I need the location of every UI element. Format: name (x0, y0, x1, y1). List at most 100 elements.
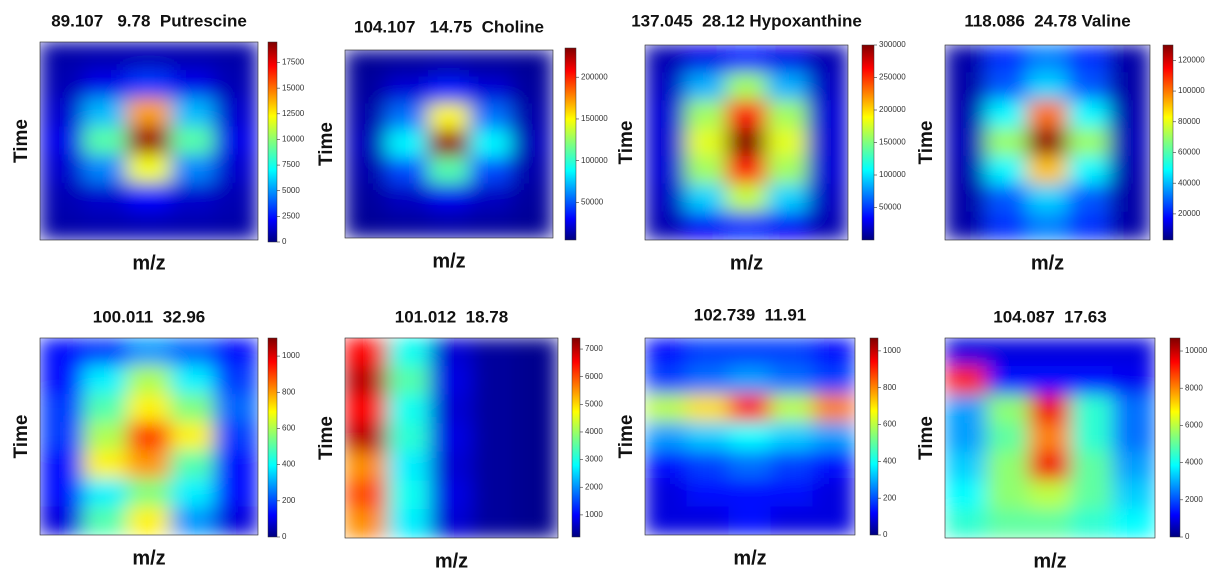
heatmap-cell (1067, 100, 1110, 130)
heatmap-cell (472, 366, 516, 396)
plot-frame (344, 49, 554, 239)
heatmap-cell (945, 211, 987, 240)
heatmap-cell (170, 478, 215, 508)
heatmap-cell (645, 100, 687, 130)
heatmap-cell (387, 480, 431, 510)
heatmap-cell (213, 126, 258, 156)
heatmap-cell (83, 393, 128, 423)
heatmap-cell (83, 69, 128, 100)
colorbar (571, 337, 581, 538)
heatmap-cell (40, 450, 85, 480)
heatmap-panel: 104.107 14.75 Choline m/z Time 50000 100000 1… (316, 17, 608, 272)
heatmap-cell (126, 365, 172, 395)
heatmap-cell (725, 183, 768, 213)
heatmap-cell (770, 421, 814, 452)
heatmap-cell (985, 72, 1028, 102)
heatmap-cell (806, 100, 848, 130)
heatmap-cell (685, 183, 727, 213)
colorbar-tick-label: 7500 (282, 160, 300, 169)
heatmap-cell (1028, 394, 1072, 425)
heatmap-cell (126, 98, 172, 128)
heatmap-cell (40, 506, 85, 535)
heatmap-cell (725, 155, 768, 185)
heatmap-cell (386, 210, 429, 238)
colorbar-tick-label: 1000 (585, 510, 603, 519)
heatmap-cell (126, 478, 172, 508)
heatmap-cell (510, 183, 553, 212)
heatmap-cell (1026, 128, 1069, 157)
panel-title: 101.012 18.78 (395, 307, 508, 326)
heatmap-cell (387, 394, 431, 425)
x-axis-label: m/z (435, 550, 468, 570)
heatmap-cell (1067, 72, 1110, 102)
heatmap-cell (213, 182, 258, 213)
colorbar-tick-label: 2500 (282, 211, 300, 220)
heatmap-cell (387, 366, 431, 396)
heatmap-cell (345, 423, 389, 453)
heatmap-cell (83, 478, 128, 508)
heatmap-cell (806, 72, 848, 102)
panel-title: 104.107 14.75 Choline (354, 17, 544, 36)
heatmap-panel: 101.012 18.78 m/z Time 1000 2000 3000 4000 5000… (316, 307, 603, 570)
heatmap-cell (40, 69, 85, 100)
colorbar-tick-label: 12500 (282, 109, 305, 118)
heatmap-cell (469, 76, 512, 105)
heatmap-cell (686, 450, 730, 480)
colorbar-tick-label: 400 (282, 460, 296, 469)
heatmap-image (345, 50, 553, 238)
heatmap-cells (40, 338, 258, 535)
heatmap-cell (83, 421, 128, 452)
plot-frame (344, 337, 559, 539)
heatmap-cell (1112, 480, 1155, 510)
colorbar-tick-label: 150000 (581, 114, 608, 123)
heatmap-cell (213, 154, 258, 184)
heatmap-cell (126, 421, 172, 452)
heatmap-cell (213, 42, 258, 71)
heatmap-cell (40, 478, 85, 508)
heatmap-cell (170, 450, 215, 480)
heatmap-cell (686, 478, 730, 508)
heatmap-cell (770, 478, 814, 508)
heatmap-cell (985, 45, 1028, 74)
panel-title: 102.739 11.91 (694, 305, 807, 324)
heatmap-cell (1028, 366, 1072, 396)
colorbar-tick-label: 800 (883, 383, 897, 392)
x-axis-label: m/z (132, 547, 165, 569)
heatmap-cell (770, 338, 814, 367)
colorbar-tick-label: 6000 (585, 372, 603, 381)
heatmap-cell (766, 100, 808, 130)
heatmap-panel: 100.011 32.96 m/z Time 0 200 400 600 800 1000 (11, 307, 300, 569)
heatmap-cell (1112, 366, 1155, 396)
heatmap-cell (427, 210, 471, 238)
colorbar (861, 44, 875, 241)
colorbar (267, 41, 278, 243)
heatmap-cell (1070, 423, 1114, 453)
heatmap-cell (1112, 394, 1155, 425)
heatmap-cell (1070, 451, 1114, 482)
heatmap-cell (170, 421, 215, 452)
heatmap-cell (429, 338, 474, 368)
heatmap-cell (685, 211, 727, 240)
heatmap-cell (725, 100, 768, 130)
heatmap-cell (685, 128, 727, 157)
colorbar-tick-label: 6000 (1185, 421, 1203, 430)
heatmap-cell (812, 450, 855, 480)
heatmap-cell (806, 128, 848, 157)
panel-title: 118.086 24.78 Valine (964, 11, 1130, 30)
y-axis-label: Time (316, 416, 337, 460)
heatmap-cell (514, 338, 558, 368)
heatmap-cell (83, 182, 128, 213)
x-axis-label: m/z (1031, 252, 1064, 274)
heatmap-cell (645, 478, 688, 508)
heatmap-cell (429, 394, 474, 425)
colorbar-tick-label: 150000 (879, 138, 906, 147)
heatmap-cell (510, 76, 553, 105)
heatmap-cell (514, 423, 558, 453)
heatmap-cell (945, 451, 988, 482)
heatmap-cell (728, 338, 772, 367)
heatmap-cells (945, 45, 1150, 240)
heatmap-cell (728, 421, 772, 452)
heatmap-cell (812, 506, 855, 535)
heatmap-cell (1108, 45, 1150, 74)
colorbar-tick-label: 4000 (585, 427, 603, 436)
